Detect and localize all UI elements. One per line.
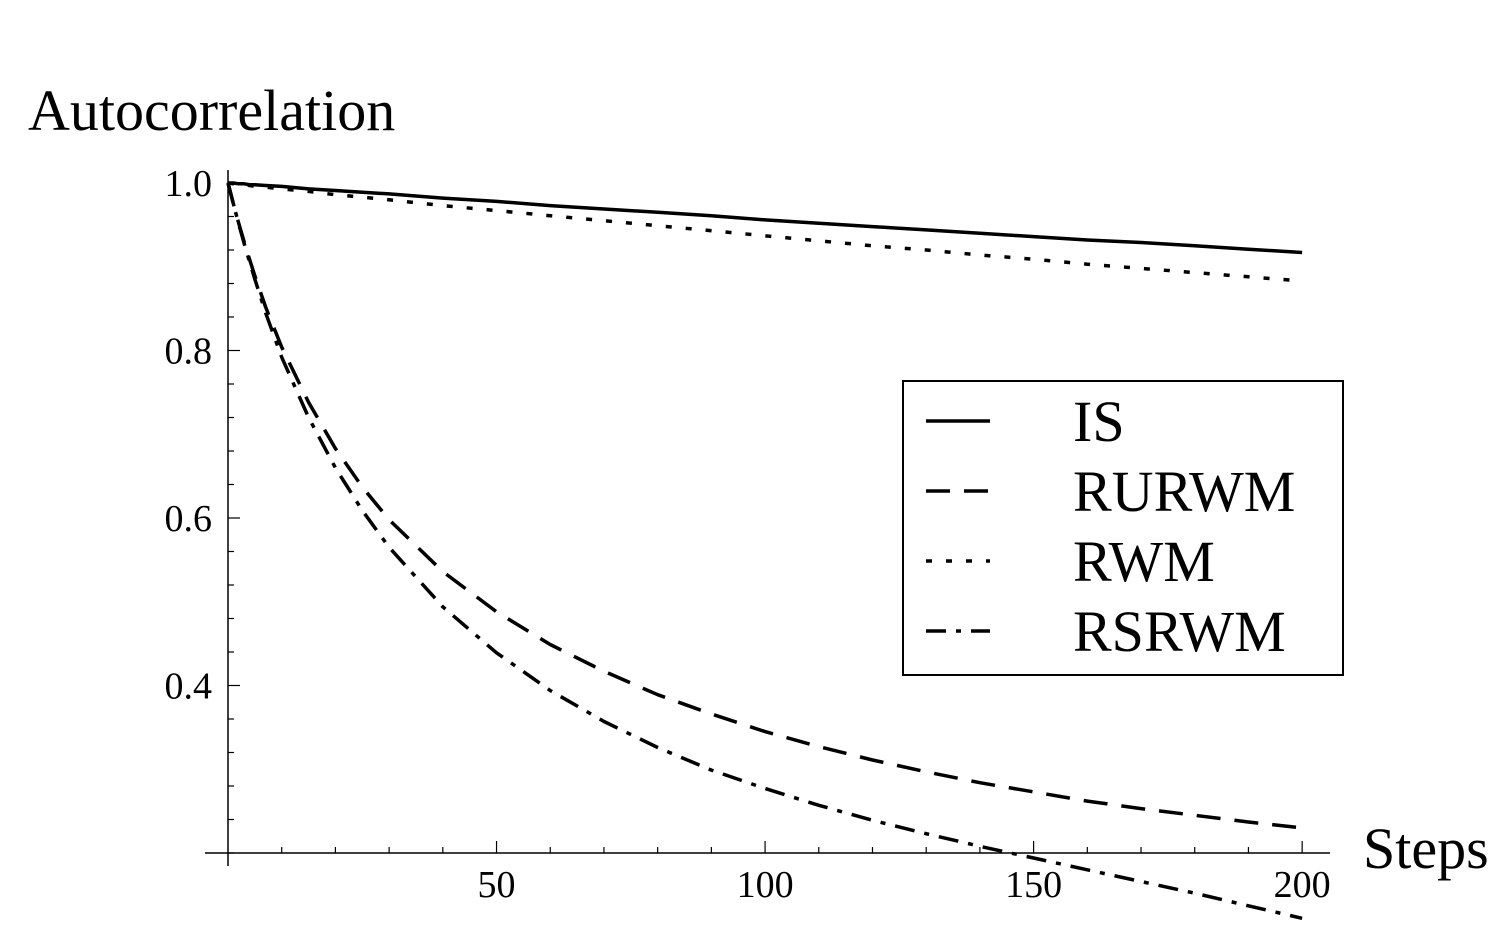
x-tick-label: 200 [1274,864,1331,906]
legend-label-rwm: RWM [1073,529,1215,594]
legend-label-is: IS [1073,389,1125,454]
series-lines [226,181,1303,921]
x-tick-label: 150 [1005,864,1062,906]
y-tick-label: 0.6 [165,498,213,540]
tick-marks [228,182,1303,854]
series-line-is [228,181,1303,255]
legend-box [902,380,1344,676]
series-line-rsrwm [226,182,1303,921]
legend-label-rsrwm: RSRWM [1073,599,1286,664]
tick-labels: 50 100 150 200 0.4 0.6 0.8 1.0 [165,163,1331,906]
y-axis-title: Autocorrelation [28,78,395,143]
y-tick-label: 0.4 [165,666,213,708]
y-tick-label: 0.8 [165,331,213,373]
x-tick-label: 50 [478,864,516,906]
legend-label-rurwm: RURWM [1073,459,1295,524]
series-line-rwm [227,181,1303,283]
y-tick-label: 1.0 [165,163,213,205]
x-tick-label: 100 [737,864,794,906]
x-axis-title: Steps [1363,816,1489,881]
